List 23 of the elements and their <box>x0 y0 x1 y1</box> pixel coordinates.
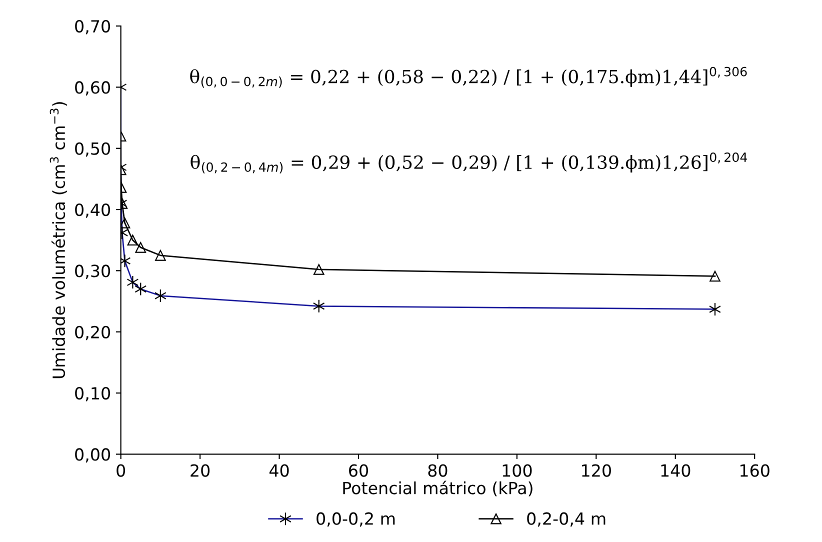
x-tick-label: 80 <box>428 464 448 477</box>
annotation: θ$_{(0,0−0,2m)}$ = 0,22 + (0,58 − 0,22) / [1 + (0,175.ϕm)1,44]$^{0,306}$ <box>190 66 747 88</box>
x-tick-label: 120 <box>582 464 611 477</box>
y-tick-label: 0,50 <box>75 142 110 157</box>
x-tick-label: 40 <box>269 464 289 477</box>
y-axis-title: Umidade volumétrica (cm$^{3}$ cm$^{−3}$) <box>50 102 68 378</box>
x-tick-label: 0 <box>116 464 126 477</box>
y-tick-label: 0,70 <box>75 20 110 34</box>
y-tick-label: 0,20 <box>75 326 110 340</box>
y-tick-label: 0,60 <box>75 81 110 96</box>
x-tick-label: 60 <box>349 464 368 477</box>
x-tick-label: 160 <box>740 464 770 477</box>
legend-label: 0,0-0,2 m <box>316 512 395 527</box>
x-axis-title: Potencial mátrico (kPa) <box>343 480 532 496</box>
y-tick-label: 0,40 <box>75 203 110 218</box>
y-tick-label: 0,30 <box>75 264 110 279</box>
y-tick-label: 0,10 <box>75 386 110 402</box>
x-tick-label: 100 <box>502 464 532 477</box>
legend-label: 0,2-0,4 m <box>527 512 606 527</box>
y-tick-label: 0,00 <box>75 448 110 462</box>
x-tick-label: 20 <box>190 464 210 477</box>
x-tick-label: 140 <box>661 464 690 477</box>
annotation: θ$_{(0,2−0,4m)}$ = 0,29 + (0,52 − 0,29) / [1 + (0,139.ϕm)1,26]$^{0,204}$ <box>190 152 748 174</box>
